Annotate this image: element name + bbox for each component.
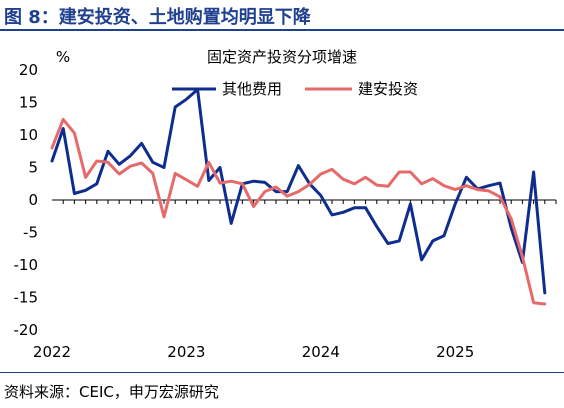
x-tick-label: 2023 — [167, 343, 205, 361]
series-layer — [50, 88, 547, 306]
x-tick-label: 2025 — [436, 343, 474, 361]
y-tick-label: -20 — [14, 321, 39, 339]
y-axis-unit: % — [56, 48, 70, 66]
series-line-1 — [50, 117, 547, 306]
y-tick-label: 10 — [19, 126, 38, 144]
y-tick-label: 0 — [28, 191, 38, 209]
y-tick-label: -15 — [14, 289, 39, 307]
x-tick-label: 2024 — [302, 343, 340, 361]
chart-title: 固定资产投资分项增速 — [207, 48, 357, 66]
legend: 其他费用 建安投资 — [172, 80, 418, 98]
y-tick-label: -5 — [23, 224, 38, 242]
legend-label-0: 其他费用 — [222, 80, 282, 98]
figure-title: 图 8：建安投资、土地购置均明显下降 — [4, 7, 311, 28]
y-tick-label: 15 — [19, 94, 38, 112]
source-note: 资料来源：CEIC，申万宏源研究 — [4, 383, 219, 401]
y-tick-label: -10 — [14, 256, 39, 274]
axes: 20 15 10 5 0 -5 -10 -15 -20 2022 2023 2024 2025 — [14, 61, 557, 361]
legend-label-1: 建安投资 — [358, 80, 418, 98]
title-rule — [0, 29, 564, 31]
source-rule — [0, 372, 564, 373]
x-tick-label: 2022 — [33, 343, 71, 361]
line-chart: 固定资产投资分项增速 % 20 15 10 5 0 -5 -10 -15 -20 2022 2023… — [14, 48, 557, 361]
y-tick-label: 20 — [19, 61, 38, 79]
y-tick-label: 5 — [28, 159, 38, 177]
